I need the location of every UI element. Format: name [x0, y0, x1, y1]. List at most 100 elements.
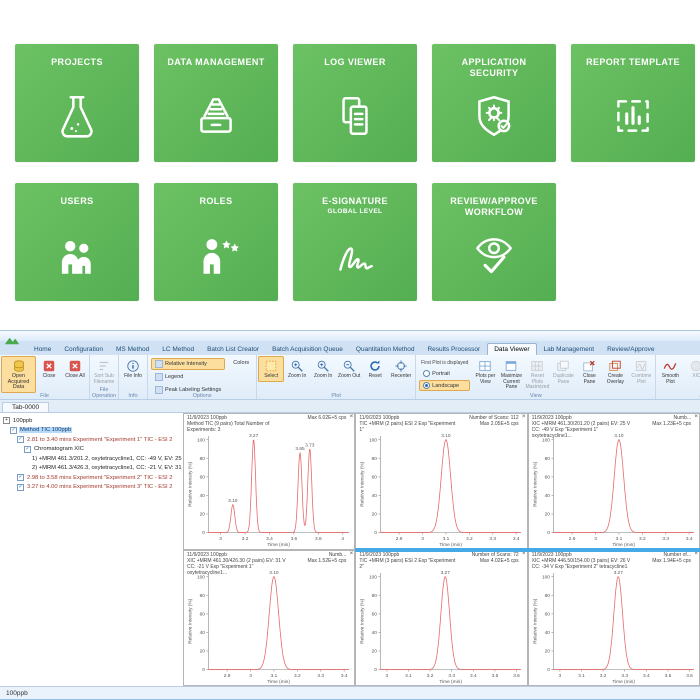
pane-close-icon[interactable]: ×	[349, 549, 354, 557]
tree-expander-icon[interactable]: +	[3, 417, 10, 425]
ribbon-button-label: Maximize Current Pane	[500, 373, 522, 390]
chromatogram-plot[interactable]: 2.9 3 3.1 3.2 3.3 3.4 0 20 40 60 80 100 Time (min) Re…	[356, 427, 526, 549]
plots-per-view-button[interactable]: Plots per View	[472, 356, 498, 387]
zoom-in-button[interactable]: Zoom In	[310, 356, 336, 382]
zoom-out-button[interactable]: Zoom Out	[336, 356, 362, 382]
tree-item[interactable]: +100ppb	[0, 416, 183, 426]
landscape-radio[interactable]: Landscape	[419, 380, 471, 391]
option-icon	[155, 386, 163, 394]
info-icon	[126, 359, 140, 373]
open-acquired-data-button[interactable]: Open Acquired Data	[1, 356, 36, 393]
tree-checkbox[interactable]: ✓	[17, 483, 24, 491]
app-logo-icon	[4, 332, 20, 345]
select-button[interactable]: Select	[258, 356, 285, 382]
tile-roles[interactable]: ROLES	[154, 183, 278, 301]
reset-button[interactable]: Reset	[362, 356, 388, 382]
svg-text:100: 100	[542, 437, 550, 443]
tab-lab-management[interactable]: Lab Management	[543, 346, 595, 353]
tab-review-approve[interactable]: Review/Approve	[607, 346, 655, 353]
ribbon-group-file: Open Acquired Data Close Close All File	[0, 355, 90, 399]
eye-check-icon	[469, 230, 519, 280]
legend-toggle[interactable]: Legend	[151, 371, 225, 383]
tab-configuration[interactable]: Configuration	[64, 346, 104, 353]
chromatogram-plot[interactable]: 3 3.2 3.4 3.6 3.8 4 0 20 40 60 80 100 Time (min) Rela…	[184, 427, 354, 549]
tree-item[interactable]: ✓ 2.81 to 3.40 mins Experiment "Experimen…	[0, 435, 183, 445]
svg-text:3.73: 3.73	[305, 442, 315, 448]
recenter-button[interactable]: Recenter	[388, 356, 414, 382]
pane-header-left: 11/9/2023 100ppb Method TIC (9 pairs) Tot…	[187, 415, 286, 433]
close-all-button[interactable]: Close All	[62, 356, 88, 382]
peak-labeling-settings-toggle[interactable]: Peak Labeling Settings	[151, 384, 225, 396]
svg-text:3.5: 3.5	[492, 673, 499, 679]
tile-log-viewer[interactable]: LOG VIEWER	[293, 44, 417, 162]
svg-text:Relative Intensity (%): Relative Intensity (%)	[532, 461, 538, 506]
svg-text:3.27: 3.27	[249, 433, 259, 439]
pane-title: 11/9/2023 100ppb	[359, 415, 400, 421]
pane-close-icon[interactable]: ×	[694, 549, 698, 557]
svg-text:3.3: 3.3	[317, 673, 324, 679]
svg-text:3: 3	[386, 673, 389, 679]
pane-close-icon[interactable]: ×	[521, 413, 526, 420]
zoom-in-button[interactable]: Zoom In	[284, 356, 310, 382]
tree-checkbox[interactable]: ✓	[17, 436, 24, 444]
pane-description: TIC +MRM (2 pairs) ESI 2 Exp "Experiment…	[359, 421, 456, 433]
svg-text:3.10: 3.10	[269, 570, 279, 576]
portrait-radio[interactable]: Portrait	[419, 368, 470, 379]
tree-item[interactable]: ✓ Chromatogram XIC	[0, 445, 183, 455]
svg-text:100: 100	[542, 574, 550, 580]
tab-quantitation-method[interactable]: Quantitation Method	[355, 346, 415, 353]
close-pane-button[interactable]: Close Pane	[576, 356, 602, 387]
pane-splitter[interactable]	[355, 547, 700, 552]
view-options-column: First Plot is displayed Portrait Landscape	[417, 356, 472, 393]
svg-text:3.4: 3.4	[470, 673, 477, 679]
tab-ms-method[interactable]: MS Method	[116, 346, 150, 353]
chromatogram-plot[interactable]: 3 3.1 3.2 3.3 3.4 3.5 3.6 0 20 40 60 80 100 Time (min…	[529, 564, 699, 686]
tab-batch-list-creator[interactable]: Batch List Creator	[207, 346, 260, 353]
chromatogram-pane: 11/9/2023 100ppb XIC +MRM 446.50/154.00 (…	[527, 549, 700, 686]
tile-data-management[interactable]: DATA MANAGEMENT	[154, 44, 278, 162]
relative-intensity-toggle[interactable]: Relative Intensity	[151, 358, 226, 370]
document-tab[interactable]: Tab-0000	[2, 402, 50, 412]
tile-users[interactable]: USERS	[15, 183, 139, 301]
grid-panes-icon	[530, 359, 544, 373]
create-overlay-button[interactable]: Create Overlay	[602, 356, 628, 387]
tree-item[interactable]: ✓ 2.98 to 3.58 mins Experiment "Experimen…	[0, 473, 183, 483]
maximize-current-pane-button[interactable]: Maximize Current Pane	[498, 356, 524, 393]
pane-close-icon[interactable]: ×	[521, 549, 526, 557]
svg-text:3.2: 3.2	[294, 673, 301, 679]
tree-item[interactable]: 1) +MRM 461.3/201.2, oxytetracycline1, C…	[0, 454, 183, 464]
tab-lc-method[interactable]: LC Method	[162, 346, 195, 353]
close-button[interactable]: Close	[36, 356, 62, 382]
file-info-button[interactable]: File Info	[120, 356, 146, 382]
chromatogram-plot[interactable]: 2.9 3 3.1 3.2 3.3 3.4 0 20 40 60 80 100 Time (min) Re…	[529, 427, 699, 549]
chromatogram-pane: 11/9/2023 100ppb XIC +MRM 461.30/426.30 (…	[183, 549, 356, 686]
tree-checkbox[interactable]: ✓	[10, 426, 17, 434]
tree-checkbox[interactable]: ✓	[17, 474, 24, 482]
tile-e-signature[interactable]: E-SIGNATURE GLOBAL LEVEL	[293, 183, 417, 301]
chromatogram-plot[interactable]: 2.9 3 3.1 3.2 3.3 3.4 0 20 40 60 80 100 Time (min) Re…	[184, 564, 354, 686]
tab-batch-acquisition-queue[interactable]: Batch Acquisition Queue	[272, 346, 343, 353]
ribbon-group-label: File Operation	[91, 387, 117, 399]
pane-close-icon[interactable]: ×	[694, 413, 698, 420]
tab-results-processor[interactable]: Results Processor	[427, 346, 481, 353]
pane-header-right: Number of Scans: 72 Max 4.02E+5 cps	[472, 552, 519, 570]
svg-text:3.2: 3.2	[242, 536, 249, 542]
svg-text:Relative Intensity (%): Relative Intensity (%)	[532, 598, 538, 643]
tile-projects[interactable]: PROJECTS	[15, 44, 139, 162]
colors-button[interactable]: Colors	[229, 358, 253, 368]
data-tree-panel: +100ppb ✓ Method TIC 100ppb ✓ 2.81 to 3.40 m…	[0, 413, 184, 686]
tab-data-viewer[interactable]: Data Viewer	[487, 343, 537, 355]
tree-item[interactable]: 2) +MRM 461.3/426.3, oxytetracycline1, C…	[0, 464, 183, 474]
pane-close-icon[interactable]: ×	[349, 413, 354, 420]
smooth-plot-button[interactable]: Smooth Plot	[657, 356, 683, 387]
tile-application-security[interactable]: APPLICATION SECURITY	[432, 44, 556, 162]
tab-home[interactable]: Home	[34, 346, 52, 353]
tree-checkbox[interactable]: ✓	[24, 445, 31, 453]
chromatogram-plot[interactable]: 3 3.1 3.2 3.3 3.4 3.5 3.6 0 20 40 60 80 100 Time (min…	[356, 564, 526, 686]
ribbon-group-file-operation: Sort Sub Filename File Operation	[90, 355, 119, 399]
ribbon-group-info: File Info Info	[119, 355, 148, 399]
tree-item[interactable]: ✓ 3.27 to 4.00 mins Experiment "Experimen…	[0, 483, 183, 493]
tile-review-approve-workflow[interactable]: REVIEW/APPROVE WORKFLOW	[432, 183, 556, 301]
tree-item[interactable]: ✓ Method TIC 100ppb	[0, 426, 183, 436]
tile-report-template[interactable]: REPORT TEMPLATE	[571, 44, 695, 162]
